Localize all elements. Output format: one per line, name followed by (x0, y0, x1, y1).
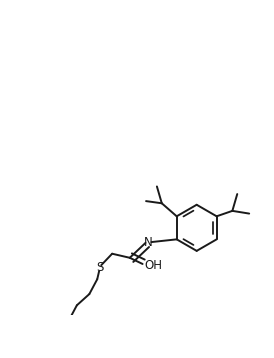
Text: OH: OH (144, 260, 162, 272)
Text: S: S (96, 261, 104, 274)
Text: N: N (144, 236, 153, 248)
